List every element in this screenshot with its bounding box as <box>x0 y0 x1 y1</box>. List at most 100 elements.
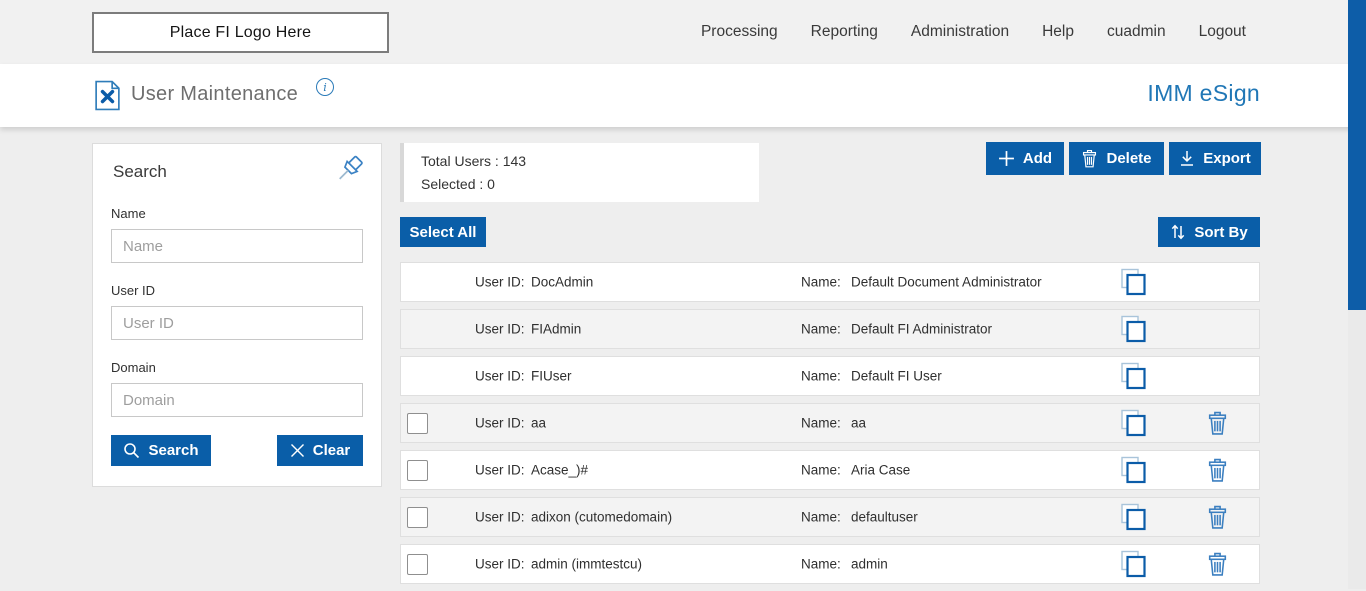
name-label: Name: <box>801 274 841 290</box>
user-id-value: aa <box>531 415 547 431</box>
stats-box: Total Users : 143 Selected : 0 <box>400 143 759 202</box>
name-value: admin <box>851 556 888 572</box>
top-navigation: Processing Reporting Administration Help… <box>701 0 1246 64</box>
copy-user-icon[interactable] <box>1121 268 1146 296</box>
name-label: Name: <box>801 462 841 478</box>
user-id-value: FIAdmin <box>531 321 582 337</box>
row-checkbox[interactable] <box>407 554 428 575</box>
user-id-value: adixon (cutomedomain) <box>531 509 673 525</box>
user-list: User ID: DocAdmin Name: Default Document… <box>400 262 1260 591</box>
name-label: Name: <box>801 415 841 431</box>
search-panel: Search Name User ID Domain <box>92 143 382 487</box>
export-button-label: Export <box>1203 150 1251 167</box>
row-checkbox[interactable] <box>407 507 428 528</box>
sort-by-button-label: Sort By <box>1194 223 1248 241</box>
domain-input[interactable] <box>111 383 363 417</box>
table-row: User ID: adixon (cutomedomain) Name: def… <box>400 497 1260 537</box>
table-row: User ID: FIUser Name: Default FI User <box>400 356 1260 396</box>
name-value: Default FI User <box>851 368 942 384</box>
user-id-label: User ID: <box>475 321 525 337</box>
add-user-button[interactable]: Add <box>986 142 1064 175</box>
pin-icon[interactable] <box>333 154 367 193</box>
nav-item-help[interactable]: Help <box>1042 23 1074 40</box>
clear-button-label: Clear <box>312 442 351 459</box>
top-bar: Place FI Logo Here Processing Reporting … <box>0 0 1366 64</box>
user-id-label: User ID: <box>475 509 525 525</box>
info-icon[interactable]: i <box>316 78 334 96</box>
copy-user-icon[interactable] <box>1121 409 1146 437</box>
delete-button-label: Delete <box>1106 150 1152 167</box>
user-id-value: DocAdmin <box>531 274 594 290</box>
clear-button[interactable]: Clear <box>277 435 363 466</box>
download-icon <box>1179 150 1195 167</box>
nav-item-processing[interactable]: Processing <box>700 23 778 40</box>
name-label: Name: <box>801 368 841 384</box>
sort-arrows-icon <box>1170 223 1186 241</box>
user-id-field-group: User ID <box>111 283 363 340</box>
name-value: Default Document Administrator <box>851 274 1042 290</box>
nav-item-logout[interactable]: Logout <box>1198 23 1246 40</box>
nav-item-administration[interactable]: Administration <box>910 23 1010 40</box>
user-id-value: admin (immtestcu) <box>531 556 643 572</box>
name-value: Aria Case <box>851 462 911 478</box>
copy-user-icon[interactable] <box>1121 362 1146 390</box>
name-value: Default FI Administrator <box>851 321 993 337</box>
user-id-value: Acase_)# <box>531 462 589 478</box>
delete-users-button[interactable]: Delete <box>1069 142 1164 175</box>
clear-icon <box>290 443 305 458</box>
user-id-label: User ID: <box>475 274 525 290</box>
user-id-value: FIUser <box>531 368 572 384</box>
search-panel-title: Search <box>113 162 167 181</box>
user-id-label: User ID: <box>475 462 525 478</box>
copy-user-icon[interactable] <box>1121 503 1146 531</box>
fi-logo-placeholder: Place FI Logo Here <box>92 12 389 53</box>
plus-icon <box>998 150 1015 167</box>
search-icon <box>123 442 140 459</box>
domain-field-label: Domain <box>111 360 156 375</box>
user-maintenance-icon <box>94 80 121 116</box>
select-all-button-label: Select All <box>409 223 477 241</box>
name-label: Name: <box>801 556 841 572</box>
search-button-label: Search <box>148 442 199 459</box>
user-id-label: User ID: <box>475 415 525 431</box>
select-all-button[interactable]: Select All <box>400 217 486 247</box>
selected-count-text: Selected : 0 <box>421 176 495 192</box>
user-id-field-label: User ID <box>111 283 156 298</box>
delete-user-icon[interactable] <box>1207 505 1228 530</box>
table-row: User ID: aa Name: aa <box>400 403 1260 443</box>
row-checkbox[interactable] <box>407 413 428 434</box>
scrollbar-thumb[interactable] <box>1348 0 1366 310</box>
name-field-label: Name <box>111 206 146 221</box>
copy-user-icon[interactable] <box>1121 550 1146 578</box>
sort-by-button[interactable]: Sort By <box>1158 217 1260 247</box>
page-title: User Maintenance <box>131 83 299 105</box>
name-input[interactable] <box>111 229 363 263</box>
nav-item-user-cuadmin[interactable]: cuadmin <box>1106 23 1166 40</box>
user-id-label: User ID: <box>475 556 525 572</box>
search-button[interactable]: Search <box>111 435 211 466</box>
delete-user-icon[interactable] <box>1207 552 1228 577</box>
trash-icon <box>1081 149 1098 168</box>
table-row: User ID: FIAdmin Name: Default FI Admini… <box>400 309 1260 349</box>
title-bar: User Maintenance i IMM eSign <box>0 64 1366 127</box>
name-label: Name: <box>801 509 841 525</box>
name-value: aa <box>851 415 867 431</box>
add-button-label: Add <box>1022 150 1053 167</box>
table-row: User ID: admin (immtestcu) Name: admin <box>400 544 1260 584</box>
table-row: User ID: DocAdmin Name: Default Document… <box>400 262 1260 302</box>
row-checkbox[interactable] <box>407 460 428 481</box>
user-id-input[interactable] <box>111 306 363 340</box>
nav-item-reporting[interactable]: Reporting <box>810 23 878 40</box>
total-users-text: Total Users : 143 <box>421 153 527 169</box>
delete-user-icon[interactable] <box>1207 411 1228 436</box>
name-value: defaultuser <box>851 509 918 525</box>
user-id-label: User ID: <box>475 368 525 384</box>
name-label: Name: <box>801 321 841 337</box>
page-scrollbar[interactable] <box>1348 0 1366 589</box>
name-field-group: Name <box>111 206 363 263</box>
delete-user-icon[interactable] <box>1207 458 1228 483</box>
domain-field-group: Domain <box>111 360 363 417</box>
export-button[interactable]: Export <box>1169 142 1261 175</box>
copy-user-icon[interactable] <box>1121 456 1146 484</box>
copy-user-icon[interactable] <box>1121 315 1146 343</box>
